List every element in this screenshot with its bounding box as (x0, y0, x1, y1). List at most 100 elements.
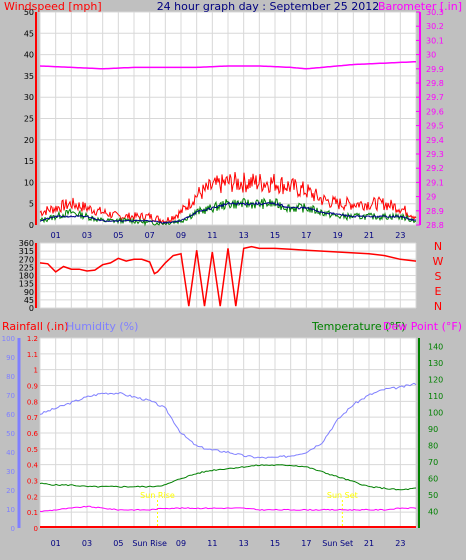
temp-x-tick-label: 11 (207, 539, 217, 548)
dewpoint-line (39, 505, 417, 513)
windspeed-tick-label: 10 (24, 178, 34, 187)
direction-tick-label: 90 (24, 288, 34, 297)
temperature-axis-label: Temperature (°F) (311, 320, 406, 333)
temperature-tick-label: 90 (428, 425, 438, 434)
temp-panel-axes: 00.10.20.30.40.50.60.70.80.911.11.201020… (2, 335, 444, 548)
humidity-tick-label: 60 (6, 411, 15, 419)
rainfall-tick-label: 0.9 (27, 383, 38, 391)
barometer-tick-label: 29.5 (426, 122, 444, 131)
temp-panel-grid (39, 337, 417, 529)
humidity-tick-label: 100 (2, 335, 15, 343)
wind-x-tick-label: 07 (145, 231, 155, 240)
direction-tick-label: 270 (19, 255, 34, 264)
windspeed-tick-label: 40 (24, 51, 34, 60)
direction-tick-label: 135 (19, 280, 34, 289)
barometer-tick-label: 30.1 (426, 36, 444, 45)
humidity-tick-label: 30 (6, 468, 15, 476)
temp-x-tick-label: 01 (51, 539, 61, 548)
rainfall-tick-label: 0.7 (27, 414, 38, 422)
direction-tick-label: 45 (24, 296, 34, 305)
barometer-tick-label: 29.9 (426, 65, 444, 74)
rainfall-tick-label: 0.2 (27, 493, 38, 501)
rainfall-tick-label: 0 (34, 525, 38, 533)
direction-tick-label: 360 (19, 239, 34, 248)
barometer-tick-label: 29.7 (426, 93, 444, 102)
barometer-tick-label: 28.8 (426, 221, 444, 230)
temperature-line (39, 464, 417, 491)
windspeed-line (39, 172, 417, 225)
direction-tick-label: 315 (19, 247, 34, 256)
temp-x-tick-label: 09 (176, 539, 186, 548)
barometer-tick-label: 30 (426, 51, 436, 60)
wind-x-tick-label: 15 (270, 231, 280, 240)
wind-x-tick-label: 09 (176, 231, 186, 240)
direction-tick-label: 0 (29, 304, 34, 313)
direction-panel-grid (39, 242, 417, 309)
barometer-line (39, 60, 417, 70)
compass-letter-label: S (435, 270, 442, 283)
barometer-tick-label: 29 (426, 193, 436, 202)
rainfall-axis-label: Rainfall (.in) (2, 320, 69, 333)
compass-letter-label: N (434, 300, 442, 313)
windspeed-tick-label: 5 (29, 200, 34, 209)
barometer-tick-label: 28.9 (426, 207, 444, 216)
windspeed-tick-label: 30 (24, 93, 34, 102)
windspeed-tick-label: 0 (29, 221, 34, 230)
dewpoint-axis-label: Dew Point (°F) (383, 320, 462, 333)
wind-x-tick-label: 11 (207, 231, 217, 240)
direction-tick-label: 180 (19, 272, 34, 281)
temp-x-tick-label: 23 (395, 539, 405, 548)
wind-x-tick-label: 05 (113, 231, 123, 240)
temp-x-tick-label: 03 (82, 539, 92, 548)
temp-x-tick-label: 15 (270, 539, 280, 548)
temperature-tick-label: 60 (428, 474, 438, 483)
direction-tick-label: 225 (19, 263, 34, 272)
temp-x-tick-label: Sun Set (322, 539, 353, 548)
temp-x-tick-label: 05 (113, 539, 123, 548)
wind-x-tick-label: 19 (333, 231, 343, 240)
temp-x-tick-label: 13 (239, 539, 249, 548)
temperature-tick-label: 130 (428, 359, 443, 368)
sunrise-marker-label: Sun Rise (140, 491, 175, 500)
windspeed-tick-label: 15 (24, 157, 34, 166)
wind-panel-series (39, 60, 417, 227)
rainfall-tick-label: 1.1 (27, 351, 38, 359)
barometer-tick-label: 29.8 (426, 79, 444, 88)
wind-average-line (39, 201, 417, 224)
compass-letter-label: E (435, 285, 442, 298)
barometer-tick-label: 29.6 (426, 107, 444, 116)
humidity-tick-label: 80 (6, 373, 15, 381)
windspeed-axis-label: Windspeed [mph] (4, 0, 102, 13)
temperature-tick-label: 120 (428, 375, 443, 384)
rainfall-tick-label: 0.1 (27, 509, 38, 517)
windspeed-tick-label: 25 (24, 115, 34, 124)
humidity-tick-label: 40 (6, 449, 15, 457)
temperature-tick-label: 140 (428, 342, 443, 351)
wind-x-tick-label: 17 (301, 231, 311, 240)
humidity-axis-label: Humidity (%) (66, 320, 138, 333)
rainfall-tick-label: 1 (34, 367, 38, 375)
rainfall-tick-label: 0.4 (27, 462, 39, 470)
humidity-tick-label: 20 (6, 487, 15, 495)
direction-panel-series (39, 245, 417, 307)
barometer-tick-label: 29.2 (426, 164, 444, 173)
humidity-tick-label: 70 (6, 392, 15, 400)
wind-panel-axes: 0510152025303540455028.828.92929.129.229… (24, 8, 444, 240)
graph-title: 24 hour graph day : September 25 2012 (157, 0, 380, 13)
temperature-tick-label: 80 (428, 441, 438, 450)
wind-x-tick-label: 03 (82, 231, 92, 240)
temperature-tick-label: 100 (428, 408, 443, 417)
temp-panel-series: Sun Rise Sun Set (39, 382, 417, 528)
temperature-tick-label: 50 (428, 491, 438, 500)
sunset-marker-label: Sun Set (327, 491, 358, 500)
rainfall-tick-label: 0.5 (27, 446, 38, 454)
barometer-tick-label: 29.4 (426, 136, 444, 145)
barometer-tick-label: 30.2 (426, 22, 444, 31)
wind-x-tick-label: 01 (51, 231, 61, 240)
rainfall-tick-label: 0.3 (27, 478, 38, 486)
windspeed-tick-label: 35 (24, 72, 34, 81)
temperature-tick-label: 40 (428, 507, 438, 516)
windspeed-tick-label: 50 (24, 8, 34, 17)
